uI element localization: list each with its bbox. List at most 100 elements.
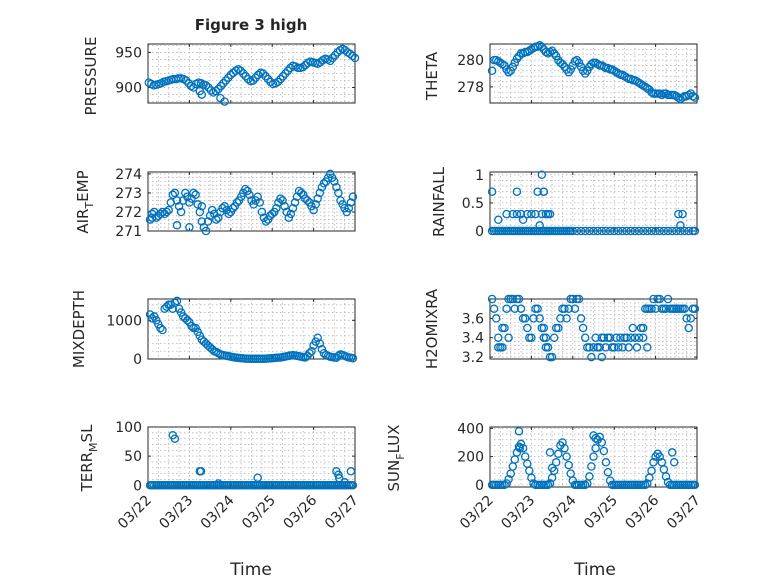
data-point: [508, 209, 518, 219]
data-point: [674, 209, 683, 219]
data-point: [589, 452, 598, 461]
data-point: [529, 479, 538, 488]
data-point: [489, 304, 499, 313]
data-point: [514, 294, 524, 304]
data-point: [622, 333, 631, 342]
data-point: [494, 343, 503, 352]
data-point: [504, 333, 513, 342]
ytick-label: 0: [133, 478, 142, 494]
data-point: [348, 51, 357, 61]
series-mixdepth: [145, 296, 358, 364]
data-point: [661, 89, 671, 98]
data-point: [303, 196, 312, 205]
data-point: [545, 47, 555, 57]
data-point: [315, 339, 325, 348]
data-point: [663, 226, 673, 236]
data-point: [570, 57, 580, 66]
data-point: [516, 439, 526, 449]
data-point: [634, 226, 644, 236]
data-point: [680, 226, 689, 236]
data-point: [272, 203, 281, 213]
data-point: [487, 294, 497, 304]
data-point: [612, 333, 621, 342]
data-point: [651, 304, 660, 313]
data-point: [663, 294, 673, 304]
panel-theta: THETA 278 280: [423, 41, 700, 104]
data-point: [535, 314, 544, 323]
data-point: [669, 90, 679, 100]
data-point: [638, 323, 648, 333]
data-point: [568, 226, 578, 236]
data-point: [510, 58, 520, 68]
ylabel-sun-flux-main: SUN: [385, 460, 403, 492]
data-point: [682, 92, 691, 101]
data-point: [273, 77, 283, 87]
data-point: [147, 213, 157, 222]
ylabel-rainfall: RAINFALL: [430, 166, 448, 237]
data-point: [605, 333, 615, 342]
data-point: [595, 432, 604, 442]
data-point: [502, 479, 511, 488]
data-point: [531, 209, 540, 219]
ytick-label: 3.4: [462, 331, 484, 347]
data-point: [245, 190, 254, 200]
data-point: [298, 62, 308, 72]
data-point: [211, 86, 221, 96]
xtick-label: 03/25: [239, 493, 279, 533]
data-point: [597, 226, 607, 236]
data-point: [334, 188, 343, 198]
ytick-label: 950: [115, 45, 142, 61]
data-point: [498, 59, 507, 69]
data-point: [539, 187, 549, 196]
xtick-label: 03/25: [581, 493, 621, 533]
data-point: [205, 211, 215, 221]
data-point: [651, 226, 660, 236]
data-point: [319, 179, 329, 188]
data-point: [500, 61, 509, 70]
data-point: [545, 448, 555, 457]
data-point: [301, 353, 310, 362]
data-point: [554, 323, 563, 333]
data-point: [647, 88, 656, 97]
data-point: [655, 452, 664, 461]
data-point: [574, 58, 584, 68]
ylabel-h2omixra: H2OMIXRA: [423, 288, 441, 369]
data-point: [686, 314, 696, 323]
data-point: [535, 221, 544, 230]
data-point: [224, 73, 233, 82]
ylabel-sun-flux: SUNFLUX: [385, 425, 407, 492]
data-point: [508, 62, 518, 72]
data-point: [345, 49, 355, 59]
data-point: [494, 215, 503, 225]
ylabel-pressure: PRESSURE: [82, 37, 100, 116]
data-point: [172, 296, 182, 306]
data-point: [570, 304, 580, 313]
grid-h2omixra: [490, 299, 697, 359]
data-point: [641, 480, 650, 490]
xtick-label: 03/26: [623, 492, 663, 532]
data-point: [568, 294, 578, 304]
data-point: [682, 314, 691, 323]
data-point: [512, 448, 522, 457]
data-point: [183, 192, 192, 201]
ylabel-air-temp-subscript: T: [83, 202, 96, 210]
data-point: [599, 446, 609, 456]
data-point: [626, 226, 636, 236]
data-point: [576, 62, 586, 72]
data-point: [690, 480, 700, 490]
data-point: [164, 205, 173, 215]
data-point: [512, 187, 522, 196]
data-point: [348, 353, 358, 363]
data-point: [533, 187, 542, 196]
data-point: [566, 65, 575, 74]
grid-sun_flux: [490, 427, 697, 487]
data-point: [580, 480, 590, 490]
data-point: [170, 188, 180, 198]
ytick-label: 1000: [106, 313, 142, 329]
data-point: [214, 213, 223, 222]
data-point: [218, 203, 227, 213]
data-point: [690, 304, 700, 313]
data-point: [655, 89, 664, 98]
data-point: [529, 314, 538, 323]
data-point: [643, 226, 652, 236]
